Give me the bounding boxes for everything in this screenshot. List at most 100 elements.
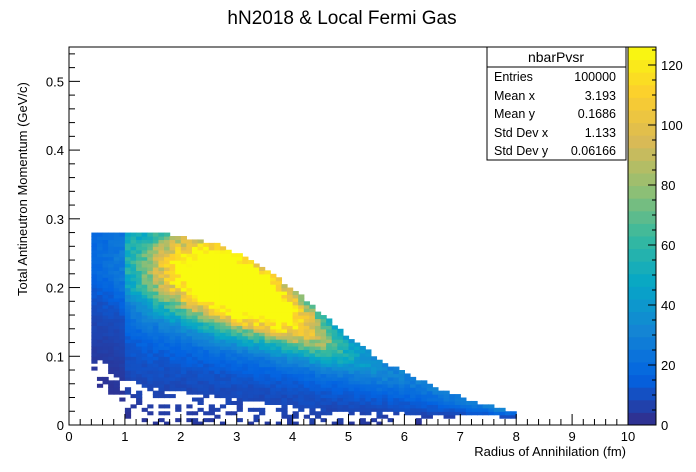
- heatmap-cell: [152, 246, 160, 251]
- heatmap-cell: [264, 421, 271, 425]
- heatmap-cell: [214, 270, 221, 275]
- heatmap-cell: [292, 414, 299, 419]
- heatmap-cell: [203, 256, 210, 261]
- colorbar-segment: [628, 223, 656, 237]
- heatmap-cell: [225, 287, 232, 292]
- heatmap-cell: [259, 315, 266, 320]
- heatmap-cell: [124, 315, 132, 320]
- heatmap-cell: [191, 387, 199, 392]
- heatmap-cell: [309, 421, 316, 425]
- heatmap-cell: [421, 387, 428, 392]
- heatmap-cell: [214, 256, 221, 261]
- heatmap-cell: [259, 387, 266, 392]
- heatmap-cell: [102, 287, 109, 292]
- heatmap-cell: [169, 287, 176, 292]
- heatmap-cell: [376, 411, 383, 416]
- heatmap-cell: [169, 301, 176, 306]
- heatmap-cell: [214, 273, 221, 278]
- heatmap-cell: [236, 345, 243, 350]
- heatmap-cell: [169, 325, 176, 330]
- x-tick-label: 9: [568, 429, 575, 444]
- heatmap-cell: [236, 304, 243, 309]
- heatmap-cell: [292, 315, 299, 320]
- heatmap-cell: [124, 253, 132, 258]
- heatmap-cell: [331, 356, 338, 361]
- heatmap-cell: [231, 342, 238, 347]
- heatmap-cell: [382, 400, 389, 405]
- heatmap-cell: [96, 297, 104, 302]
- heatmap-cell: [247, 284, 255, 289]
- heatmap-cell: [270, 287, 277, 292]
- heatmap-cell: [208, 376, 215, 381]
- heatmap-cell: [169, 284, 176, 289]
- heatmap-cell: [242, 273, 249, 278]
- heatmap-cell: [130, 280, 137, 285]
- heatmap-cell: [180, 345, 187, 350]
- heatmap-cell: [91, 339, 98, 344]
- heatmap-cell: [398, 404, 405, 409]
- heatmap-cell: [214, 359, 221, 364]
- heatmap-cell: [231, 253, 238, 258]
- heatmap-cell: [136, 270, 143, 275]
- heatmap-cell: [119, 246, 126, 251]
- heatmap-cell: [409, 397, 417, 402]
- heatmap-cell: [270, 304, 277, 309]
- heatmap-cell: [130, 339, 137, 344]
- heatmap-cell: [354, 390, 361, 395]
- heatmap-cell: [147, 256, 154, 261]
- heatmap-cell: [152, 390, 160, 395]
- heatmap-cell: [253, 373, 260, 378]
- heatmap-cell: [376, 376, 383, 381]
- heatmap-cell: [236, 400, 243, 405]
- heatmap-cell: [314, 356, 322, 361]
- heatmap-cell: [387, 397, 394, 402]
- y-axis-label: Total Antineutron Momentum (GeV/c): [15, 82, 30, 296]
- heatmap-cell: [326, 363, 333, 368]
- heatmap-cell: [264, 287, 271, 292]
- heatmap-cell: [186, 387, 193, 392]
- y-tick-label: 0.5: [46, 74, 64, 89]
- heatmap-cell: [303, 394, 310, 399]
- heatmap-cell: [113, 328, 120, 333]
- heatmap-cell: [387, 418, 394, 423]
- heatmap-cell: [259, 339, 266, 344]
- heatmap-cell: [365, 373, 372, 378]
- heatmap-cell: [281, 349, 288, 354]
- heatmap-cell: [147, 328, 154, 333]
- heatmap-cell: [365, 390, 372, 395]
- heatmap-cell: [119, 308, 126, 313]
- heatmap-cell: [231, 308, 238, 313]
- heatmap-cell: [158, 287, 165, 292]
- heatmap-cell: [219, 383, 227, 388]
- heatmap-cell: [208, 297, 215, 302]
- heatmap-cell: [443, 394, 450, 399]
- heatmap-cell: [214, 318, 221, 323]
- heatmap-cell: [102, 308, 109, 313]
- heatmap-cell: [348, 404, 355, 409]
- heatmap-cell: [253, 294, 260, 299]
- heatmap-cell: [180, 256, 187, 261]
- heatmap-cell: [337, 356, 344, 361]
- heatmap-cell: [119, 232, 126, 237]
- heatmap-cell: [292, 297, 299, 302]
- heatmap-cell: [208, 277, 215, 282]
- heatmap-cell: [197, 383, 204, 388]
- colorbar-segment: [628, 110, 656, 124]
- heatmap-cell: [348, 363, 355, 368]
- heatmap-cell: [124, 342, 132, 347]
- heatmap-cell: [247, 370, 255, 375]
- heatmap-cell: [91, 236, 98, 241]
- heatmap-cell: [359, 373, 366, 378]
- heatmap-cell: [124, 376, 132, 381]
- heatmap-cell: [342, 390, 350, 395]
- heatmap-cell: [281, 335, 288, 340]
- heatmap-cell: [119, 352, 126, 357]
- heatmap-cell: [141, 308, 148, 313]
- chart-title: hN2018 & Local Fermi Gas: [227, 8, 456, 29]
- heatmap-cell: [152, 363, 160, 368]
- heatmap-cell: [382, 387, 389, 392]
- heatmap-cell: [169, 270, 176, 275]
- heatmap-cell: [225, 266, 232, 271]
- heatmap-cell: [247, 287, 255, 292]
